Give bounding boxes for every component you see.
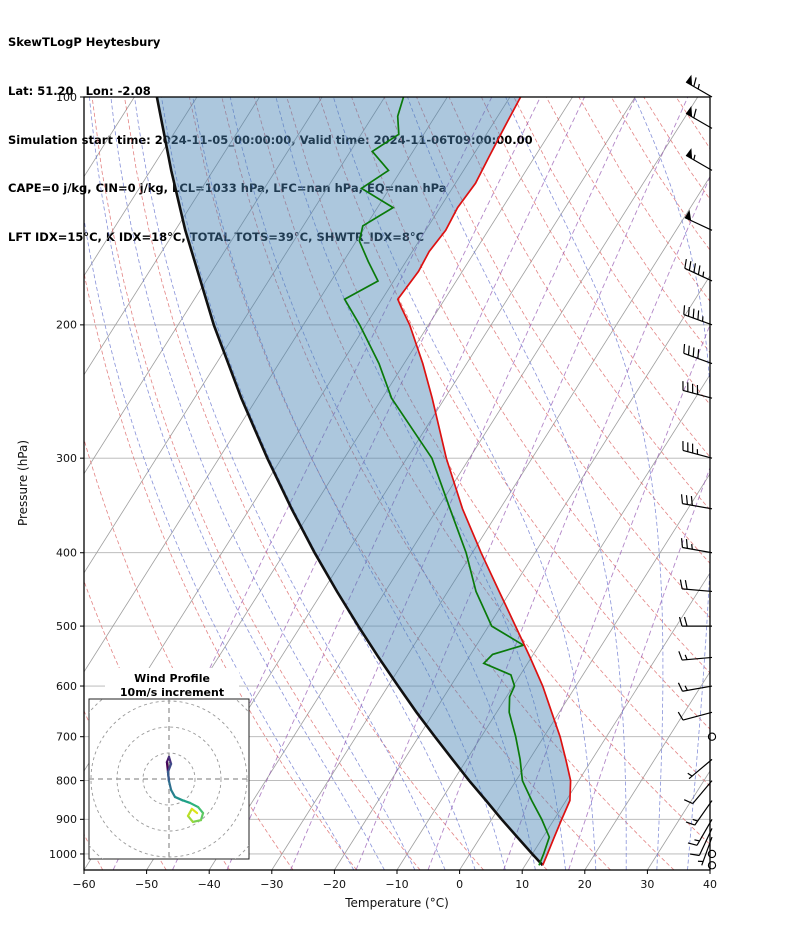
y-tick-label: 600: [56, 680, 77, 693]
wind-barb: [679, 579, 713, 593]
x-tick-label: −60: [72, 878, 95, 891]
wind-barb: [678, 616, 712, 627]
wind-barb: [684, 258, 713, 282]
wind-barb: [678, 651, 713, 661]
x-tick-label: −10: [385, 878, 408, 891]
y-tick-label: 300: [56, 452, 77, 465]
y-tick-label: 500: [56, 620, 77, 633]
wind-barb: [677, 682, 713, 692]
wind-barb: [683, 780, 713, 805]
wind-barb: [682, 441, 713, 459]
wind-barb: [680, 538, 713, 554]
x-tick-label: −40: [198, 878, 221, 891]
hodograph-ring: [142, 752, 196, 806]
hodograph-trace: [165, 755, 205, 824]
wind-barb: [685, 800, 713, 826]
wind-barb: [707, 849, 717, 859]
x-tick-label: 20: [578, 878, 592, 891]
chart-title: SkewTLogP Heytesbury: [8, 35, 161, 50]
wind-barb: [697, 836, 713, 866]
wind-barb: [680, 494, 713, 510]
y-tick-label: 700: [56, 731, 77, 744]
y-tick-label: 200: [56, 319, 77, 332]
y-tick-label: 1000: [49, 848, 77, 861]
y-tick-label: 900: [56, 813, 77, 826]
x-tick-label: 40: [703, 878, 717, 891]
title-block: SkewTLogP Heytesbury Lat: 51.20 Lon: -2.…: [8, 2, 533, 261]
x-tick-label: 0: [456, 878, 463, 891]
hodograph-title-line2: 10m/s increment: [120, 686, 224, 699]
wind-barb: [683, 305, 713, 326]
wind-barb: [682, 381, 713, 399]
x-tick-label: −50: [135, 878, 158, 891]
stability-indices-line: LFT IDX=15°C, K IDX=18°C, TOTAL TOTS=39°…: [8, 229, 425, 244]
x-tick-label: 10: [515, 878, 529, 891]
hodograph-ring: [116, 726, 222, 832]
x-axis-title: Temperature (°C): [344, 896, 449, 910]
y-tick-label: 100: [56, 91, 77, 104]
y-axis-title: Pressure (hPa): [16, 440, 30, 526]
parcel-line: [155, 97, 544, 867]
wind-barb-column: [677, 74, 717, 870]
hodograph-title-line1: Wind Profile: [134, 672, 210, 685]
wind-barb: [685, 106, 713, 129]
wind-barb: [690, 828, 713, 857]
y-tick-label: 800: [56, 774, 77, 787]
wind-barb: [685, 148, 713, 171]
lat-lon-line: Lat: 51.20 Lon: -2.08: [8, 84, 151, 99]
wind-barb: [677, 711, 713, 721]
simulation-time-line: Simulation start time: 2024-11-05_00:00:…: [8, 132, 533, 147]
wind-barb: [684, 209, 713, 231]
x-tick-label: −20: [323, 878, 346, 891]
dewpoint-line: [343, 97, 551, 866]
wind-barb: [687, 819, 713, 846]
x-tick-label: −30: [260, 878, 283, 891]
hodograph-ring: [90, 700, 248, 858]
wind-barb: [707, 732, 717, 741]
hodograph-grid: [89, 699, 249, 859]
hodograph-title-patch: [105, 668, 239, 700]
wind-barb: [683, 343, 713, 365]
hodograph-inset: [88, 668, 250, 860]
y-tick-label: 400: [56, 547, 77, 560]
wind-barb: [687, 758, 713, 780]
cape-shading: [156, 97, 571, 866]
wind-barb: [685, 74, 713, 98]
temperature-line: [396, 97, 572, 866]
wind-barb: [707, 861, 717, 870]
sounding-profiles: [155, 97, 572, 867]
moist-adiabats: [84, 97, 710, 870]
x-tick-label: 30: [640, 878, 654, 891]
